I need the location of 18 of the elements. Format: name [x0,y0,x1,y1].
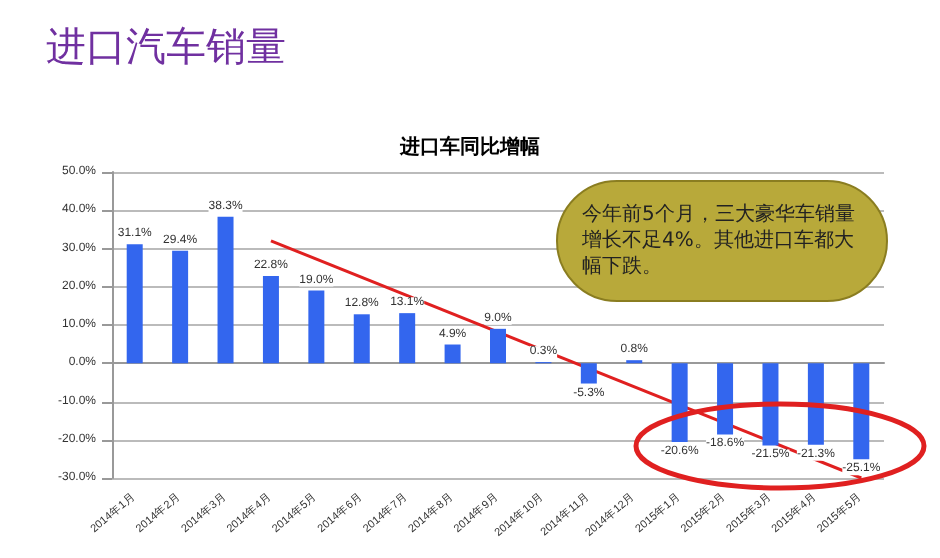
cloud-callout: 今年前5个月，三大豪华车销量增长不足4%。其他进口车都大幅下跌。 [556,180,888,302]
bar [126,244,143,364]
bar [172,250,189,364]
bar [853,363,870,460]
bar [399,313,416,364]
chart-title: 进口汽车销量 [46,22,286,70]
bar [308,290,325,364]
bar [353,314,370,364]
bar [490,328,506,364]
bar [717,363,734,435]
bar [762,363,779,446]
chart-subtitle: 进口车同比增幅 [398,135,540,159]
bar [262,276,279,364]
bar [444,344,461,364]
bar [671,363,688,443]
bar [807,363,824,445]
bar [580,363,597,384]
bar [217,216,234,364]
